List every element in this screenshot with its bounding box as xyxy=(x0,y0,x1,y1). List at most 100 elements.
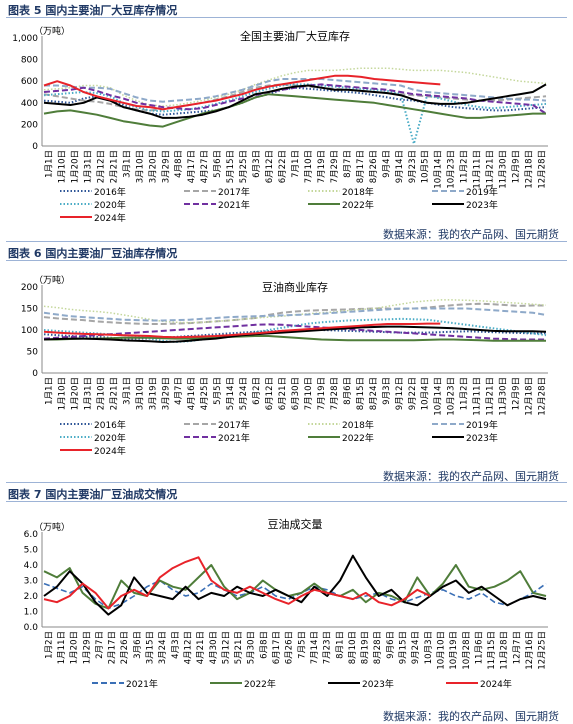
x-tick-label: 7月19日 xyxy=(317,377,327,410)
x-tick-label: 7月28日 xyxy=(330,377,340,410)
x-tick-label: 10月4日 xyxy=(421,377,431,410)
x-tick-label: 4月25日 xyxy=(200,377,210,410)
series-line-2022年 xyxy=(43,564,547,610)
y-tick-label: 800 xyxy=(21,56,38,66)
source-note: 数据来源：我的农产品网、国元期货 xyxy=(383,228,559,241)
legend-label: 2023年 xyxy=(362,678,394,690)
y-tick-label: 100 xyxy=(21,326,38,336)
chart-title: 豆油商业库存 xyxy=(262,280,328,294)
y-tick-label: 1.0 xyxy=(24,608,39,618)
x-tick-label: 8月1日 xyxy=(335,631,345,659)
x-tick-label: 12月7日 xyxy=(512,631,522,664)
y-tick-label: 600 xyxy=(21,77,38,87)
series-line-2018年 xyxy=(43,299,547,324)
x-tick-label: 3月19日 xyxy=(148,377,158,410)
legend-label: 2023年 xyxy=(466,199,498,211)
series-line-2020年 xyxy=(43,317,547,343)
x-tick-label: 4月12日 xyxy=(183,631,193,664)
x-tick-label: 2月26日 xyxy=(120,631,130,664)
x-tick-label: 4月16日 xyxy=(187,377,197,410)
x-tick-label: 1月31日 xyxy=(83,377,93,410)
x-tick-label: 2月17日 xyxy=(108,631,118,664)
x-tick-label: 12月18日 xyxy=(525,150,535,189)
x-tick-label: 4月7日 xyxy=(174,377,184,405)
x-tick-label: 5月25日 xyxy=(239,150,249,183)
legend-label: 2019年 xyxy=(466,419,498,431)
y-tick-label: 0 xyxy=(32,369,38,379)
x-tick-label: 5月14日 xyxy=(226,377,236,410)
x-tick-label: 4月30日 xyxy=(209,631,219,664)
legend-label: 2016年 xyxy=(94,186,126,198)
x-tick-label: 6月12日 xyxy=(265,150,275,183)
x-tick-label: 8月24日 xyxy=(369,377,379,410)
x-tick-label: 7月10日 xyxy=(304,377,314,410)
x-tick-label: 1月31日 xyxy=(83,150,93,183)
series-line-2024年 xyxy=(43,556,431,610)
legend-label: 2018年 xyxy=(342,186,374,198)
figure-title: 图表 5 国内主要油厂大豆库存情况 xyxy=(8,4,178,17)
x-tick-label: 9月12日 xyxy=(395,377,405,410)
x-tick-label: 9月3日 xyxy=(382,377,392,405)
x-tick-label: 8月6日 xyxy=(343,377,353,405)
x-tick-label: 9月24日 xyxy=(411,631,421,664)
x-tick-label: 7月1日 xyxy=(291,150,301,178)
legend-label: 2020年 xyxy=(94,432,126,444)
x-tick-label: 9月22日 xyxy=(408,377,418,410)
legend-label: 2024年 xyxy=(94,212,126,224)
x-tick-label: 10月14日 xyxy=(434,377,444,416)
series-line-2021年 xyxy=(43,83,547,115)
legend-label: 2021年 xyxy=(218,432,250,444)
x-tick-label: 10月23日 xyxy=(447,150,457,189)
x-tick-label: 8月17日 xyxy=(356,150,366,183)
x-tick-label: 7月14日 xyxy=(310,631,320,664)
x-tick-label: 12月16日 xyxy=(525,631,535,670)
y-tick-label: 4.0 xyxy=(24,561,39,571)
series-line-2024年 xyxy=(43,322,441,339)
y-tick-label: 2.0 xyxy=(24,592,39,602)
x-tick-label: 10月3日 xyxy=(424,631,434,664)
x-tick-label: 11月30日 xyxy=(499,377,509,416)
x-tick-label: 1月10日 xyxy=(57,150,67,183)
divider xyxy=(6,260,567,261)
legend-label: 2024年 xyxy=(94,445,126,457)
x-tick-label: 11月11日 xyxy=(473,377,483,416)
divider xyxy=(6,501,567,502)
x-tick-label: 3月1日 xyxy=(122,377,132,405)
x-tick-label: 4月27日 xyxy=(200,150,210,183)
x-tick-label: 6月21日 xyxy=(278,377,288,410)
x-tick-label: 11月28日 xyxy=(500,631,510,670)
x-tick-label: 11月21日 xyxy=(486,377,496,416)
x-tick-label: 10月19日 xyxy=(449,631,459,670)
series-line-2018年 xyxy=(43,67,547,107)
x-tick-label: 6月3日 xyxy=(252,150,262,178)
x-tick-label: 12月25日 xyxy=(538,631,548,670)
x-tick-label: 11月2日 xyxy=(460,377,470,410)
x-tick-label: 10月28日 xyxy=(462,631,472,670)
x-tick-label: 11月15日 xyxy=(487,631,497,670)
series-line-2022年 xyxy=(44,335,546,342)
x-tick-label: 2月10日 xyxy=(96,377,106,410)
legend-label: 2023年 xyxy=(466,432,498,444)
series-line-2021年 xyxy=(43,579,547,610)
x-tick-label: 5月30日 xyxy=(247,631,257,664)
x-tick-label: 8月7日 xyxy=(343,150,353,178)
x-tick-label: 5月12日 xyxy=(221,631,231,664)
series-line-2022年 xyxy=(43,93,546,128)
divider xyxy=(6,17,567,18)
x-tick-label: 3月6日 xyxy=(133,631,143,659)
series-line-2023年 xyxy=(43,325,547,343)
series-line-2019年 xyxy=(43,307,547,322)
legend-label: 2021年 xyxy=(126,678,158,690)
x-tick-label: 5月6日 xyxy=(213,150,223,178)
x-tick-label: 9月23日 xyxy=(408,150,418,183)
x-tick-label: 12月9日 xyxy=(512,377,522,410)
x-tick-label: 6月30日 xyxy=(291,377,301,410)
x-tick-label: 7月5日 xyxy=(297,631,307,659)
chart-title: 豆油成交量 xyxy=(268,517,323,531)
x-tick-label: 7月10日 xyxy=(304,150,314,183)
divider xyxy=(6,241,567,242)
legend-label: 2021年 xyxy=(218,199,250,211)
x-tick-label: 7月19日 xyxy=(317,150,327,183)
x-tick-label: 2月21日 xyxy=(109,150,119,183)
